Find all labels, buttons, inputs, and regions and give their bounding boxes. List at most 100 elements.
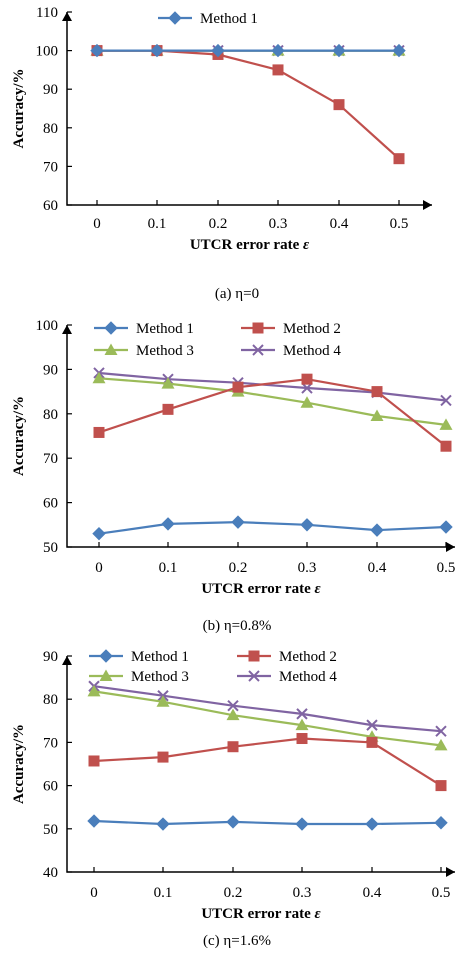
data-point-series-3 xyxy=(434,738,448,751)
series-line-3 xyxy=(93,690,442,747)
data-point-series-3 xyxy=(92,371,106,384)
series-line-1 xyxy=(93,819,442,826)
legend-marker xyxy=(252,344,264,356)
data-point-series-1 xyxy=(439,520,453,534)
data-point-series-3 xyxy=(370,409,384,422)
y-tick-label: 80 xyxy=(43,692,58,708)
data-point-series-3 xyxy=(156,695,170,707)
legend-label: Method 2 xyxy=(279,649,337,665)
data-point-series-1 xyxy=(365,817,379,831)
y-axis-label: Accuracy/% xyxy=(11,69,27,149)
panel-a-caption: (a) η=0 xyxy=(215,286,259,302)
y-tick-label: 60 xyxy=(43,198,58,214)
panel-b-marks: 50 60 70 80 90 100 0 0.1 0.2 0.3 0.4 0.5 UTCR error … xyxy=(11,318,455,597)
y-tick-label: 40 xyxy=(43,865,58,881)
y-tick-label: 50 xyxy=(43,822,58,838)
legend-label: Method 1 xyxy=(136,321,194,337)
data-point-series-4 xyxy=(366,719,378,731)
data-point-series-3 xyxy=(295,718,309,731)
data-point-series-1 xyxy=(434,816,448,830)
data-point-series-1 xyxy=(92,526,106,541)
y-tick-label: 90 xyxy=(43,649,58,665)
x-tick-label: 0.2 xyxy=(209,216,228,232)
y-tick-label: 70 xyxy=(43,451,58,467)
data-point-series-1 xyxy=(271,43,285,58)
data-point-series-1 xyxy=(332,43,346,58)
data-point-series-2 xyxy=(301,373,313,385)
x-axis-label: UTCR error rate ε xyxy=(190,237,310,253)
panel-c: 40 50 60 70 80 90 0 0.1 0.2 0.3 0.4 0.5 UTCR error r… xyxy=(11,649,455,949)
data-point-series-2 xyxy=(371,386,383,398)
legend-marker xyxy=(99,669,113,681)
y-axis-label: Accuracy/% xyxy=(11,724,27,804)
y-tick-label: 100 xyxy=(36,44,59,60)
x-tick-label: 0 xyxy=(95,560,103,576)
legend-marker xyxy=(248,670,260,682)
x-axis-arrow xyxy=(423,200,432,210)
series-line-2 xyxy=(97,49,400,160)
data-point-series-1 xyxy=(226,815,240,829)
y-tick-label: 100 xyxy=(36,318,59,334)
legend-label: Method 1 xyxy=(200,11,258,27)
y-tick-label: 90 xyxy=(43,362,58,378)
x-axis-label: UTCR error rate ε xyxy=(201,906,321,922)
panel-c-marks: 40 50 60 70 80 90 0 0.1 0.2 0.3 0.4 0.5 UTCR error r… xyxy=(11,649,455,922)
data-point-series-2 xyxy=(435,780,447,792)
x-tick-label: 0.1 xyxy=(148,216,167,232)
data-point-series-2 xyxy=(157,751,169,763)
panel-b: 50 60 70 80 90 100 0 0.1 0.2 0.3 0.4 0.5 UTCR error … xyxy=(11,318,455,634)
x-tick-label: 0.5 xyxy=(390,216,409,232)
legend-marker xyxy=(252,322,264,334)
y-tick-label: 80 xyxy=(43,121,58,137)
x-axis-arrow xyxy=(446,542,455,552)
panel-b-caption: (b) η=0.8% xyxy=(203,618,272,634)
data-point-series-3 xyxy=(87,684,101,697)
data-point-series-4 xyxy=(301,382,313,394)
panel-a: 60 70 80 90 100 110 0 0.1 0.2 0.3 0.4 0.5 UTCR error… xyxy=(11,5,432,302)
x-tick-label: 0.3 xyxy=(269,216,288,232)
y-axis-arrow xyxy=(62,325,72,334)
x-tick-label: 0.5 xyxy=(437,560,456,576)
x-tick-label: 0.5 xyxy=(432,885,451,901)
x-axis-label: UTCR error rate ε xyxy=(201,581,321,597)
data-point-series-1 xyxy=(392,43,406,58)
data-point-series-2 xyxy=(440,440,452,452)
data-point-series-1 xyxy=(370,523,384,537)
data-point-series-2 xyxy=(296,733,308,745)
x-tick-label: 0.4 xyxy=(368,560,387,576)
data-point-series-3 xyxy=(226,708,240,721)
y-axis-arrow xyxy=(62,12,72,21)
data-point-series-1 xyxy=(87,814,101,828)
panel-c-caption: (c) η=1.6% xyxy=(203,933,271,949)
x-tick-label: 0.4 xyxy=(330,216,349,232)
data-point-series-4 xyxy=(296,708,308,720)
legend-label: Method 2 xyxy=(283,321,341,337)
x-tick-label: 0.3 xyxy=(298,560,317,576)
series-line-2 xyxy=(93,737,442,787)
legend-marker xyxy=(168,11,182,25)
data-point-series-3 xyxy=(300,396,314,408)
legend-label: Method 4 xyxy=(283,343,341,359)
x-tick-label: 0.2 xyxy=(224,885,243,901)
data-point-series-2 xyxy=(393,153,405,165)
y-tick-label: 90 xyxy=(43,82,58,98)
axes-lines xyxy=(66,656,455,873)
data-point-series-2 xyxy=(227,741,239,753)
legend-label: Method 3 xyxy=(131,669,189,685)
y-tick-label: 60 xyxy=(43,779,58,795)
axes-lines xyxy=(66,325,455,548)
y-axis-arrow xyxy=(62,656,72,665)
data-point-series-4 xyxy=(227,699,239,712)
data-point-series-2 xyxy=(93,426,105,438)
x-tick-label: 0 xyxy=(90,885,98,901)
data-point-series-1 xyxy=(90,43,104,58)
data-point-series-2 xyxy=(232,381,244,393)
x-tick-label: 0.3 xyxy=(293,885,312,901)
x-axis-arrow xyxy=(446,867,455,877)
data-point-series-1 xyxy=(161,517,175,531)
legend-label: Method 1 xyxy=(131,649,189,665)
y-tick-label: 70 xyxy=(43,159,58,175)
data-point-series-2 xyxy=(333,99,345,111)
data-point-series-1 xyxy=(295,817,309,831)
y-tick-label: 110 xyxy=(36,5,58,21)
